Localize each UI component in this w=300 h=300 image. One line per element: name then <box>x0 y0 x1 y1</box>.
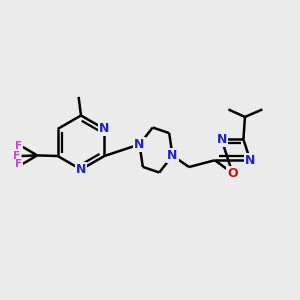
Text: F: F <box>13 151 20 161</box>
Text: F: F <box>15 141 22 152</box>
Text: F: F <box>15 159 22 170</box>
Text: N: N <box>167 149 178 162</box>
Text: O: O <box>227 167 238 180</box>
Text: N: N <box>134 138 145 151</box>
Text: N: N <box>245 154 255 167</box>
Text: N: N <box>99 122 110 136</box>
Text: N: N <box>216 133 227 146</box>
Text: N: N <box>76 163 86 176</box>
